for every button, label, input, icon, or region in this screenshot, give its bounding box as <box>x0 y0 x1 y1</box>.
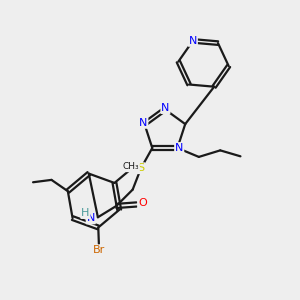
Text: N: N <box>139 118 148 128</box>
Text: N: N <box>175 143 183 153</box>
Text: N: N <box>189 36 197 46</box>
Text: O: O <box>138 198 147 208</box>
Text: N: N <box>86 213 95 224</box>
Text: S: S <box>137 163 145 173</box>
Text: CH₃: CH₃ <box>122 162 139 171</box>
Text: H: H <box>81 208 90 218</box>
Text: N: N <box>161 103 169 113</box>
Text: Br: Br <box>93 245 105 255</box>
